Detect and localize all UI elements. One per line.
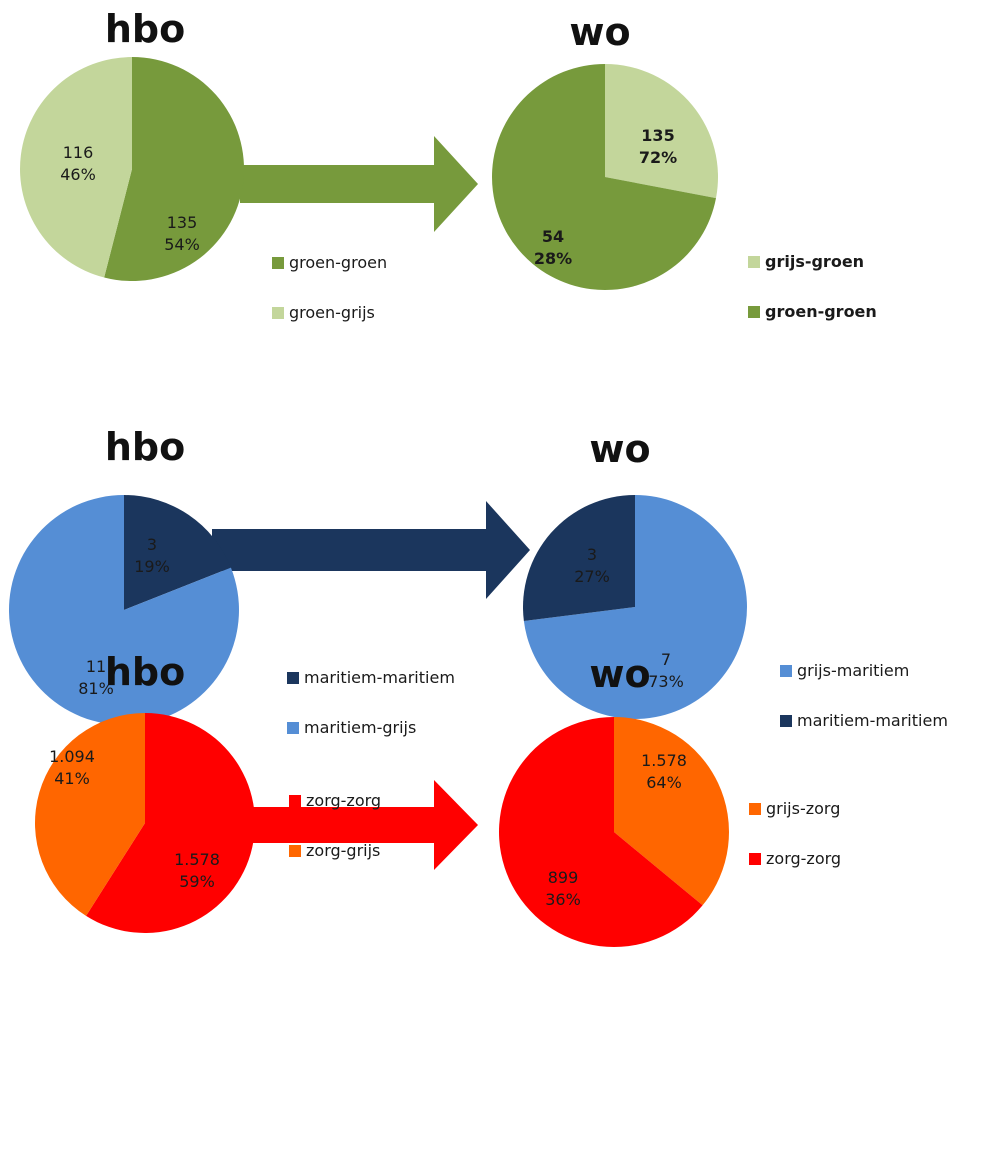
pie-slice-maritiem-maritiem bbox=[522, 495, 635, 622]
legend-swatch bbox=[289, 845, 301, 857]
legend-entry: groen-grijs bbox=[289, 303, 375, 322]
slice-count-label: 7 bbox=[661, 650, 671, 669]
legend-swatch bbox=[748, 306, 760, 318]
legend-swatch bbox=[287, 722, 299, 734]
legend-entry: maritiem-maritiem bbox=[797, 711, 948, 730]
pie-chart-zorg-hbo: hbo 1.578 59% 1.094 41% zorg-zorg zorg-grijs bbox=[34, 650, 381, 934]
legend-entry: zorg-zorg bbox=[766, 849, 841, 868]
chart-title: hbo bbox=[105, 7, 185, 51]
legend-entry: zorg-zorg bbox=[306, 791, 381, 810]
slice-count-label: 1.578 bbox=[641, 751, 687, 770]
legend-entry: grijs-groen bbox=[765, 252, 864, 271]
pie-slice-maritiem-maritiem bbox=[124, 495, 231, 610]
pie-slice-grijs-zorg bbox=[614, 717, 729, 906]
slice-percent-label: 81% bbox=[78, 679, 114, 698]
slice-percent-label: 54% bbox=[164, 235, 200, 254]
slice-count-label: 1.094 bbox=[49, 747, 95, 766]
arrow-groen bbox=[240, 136, 478, 232]
legend-swatch bbox=[287, 672, 299, 684]
legend-swatch bbox=[780, 665, 792, 677]
pie-slice-grijs-groen bbox=[605, 64, 719, 199]
slice-percent-label: 41% bbox=[54, 769, 90, 788]
legend-entry: groen-groen bbox=[289, 253, 387, 272]
slice-count-label: 3 bbox=[587, 545, 597, 564]
pie-slice-zorg-zorg bbox=[498, 717, 703, 947]
pie-chart-maritiem-wo: wo 7 73% 3 27% grijs-maritiem maritiem-maritie… bbox=[522, 427, 948, 730]
chart-title: wo bbox=[589, 652, 650, 696]
pie-chart-groen-hbo: hbo 135 54% 116 46% groen-groen groen-grijs bbox=[20, 7, 387, 322]
slice-percent-label: 73% bbox=[648, 672, 684, 691]
slice-percent-label: 64% bbox=[646, 773, 682, 792]
legend-swatch bbox=[272, 307, 284, 319]
slice-percent-label: 46% bbox=[60, 165, 96, 184]
legend-swatch bbox=[272, 257, 284, 269]
pie-slice-groen-groen bbox=[492, 64, 716, 290]
slice-count-label: 54 bbox=[542, 227, 564, 246]
chart-title: hbo bbox=[105, 650, 185, 694]
slice-count-label: 899 bbox=[548, 868, 579, 887]
legend-swatch bbox=[780, 715, 792, 727]
legend-entry: groen-groen bbox=[765, 302, 877, 321]
legend-swatch bbox=[749, 803, 761, 815]
slice-percent-label: 36% bbox=[545, 890, 581, 909]
legend-entry: maritiem-grijs bbox=[304, 718, 416, 737]
slice-percent-label: 28% bbox=[534, 249, 572, 268]
legend-swatch bbox=[749, 853, 761, 865]
chart-title: hbo bbox=[105, 425, 185, 469]
slice-percent-label: 59% bbox=[179, 872, 215, 891]
slice-count-label: 1.578 bbox=[174, 850, 220, 869]
chart-title: wo bbox=[569, 10, 630, 54]
pie-slice-grijs-maritiem bbox=[523, 495, 747, 719]
slice-count-label: 116 bbox=[63, 143, 94, 162]
pie-chart-maritiem-hbo: hbo 3 19% 11 81% maritiem-maritiem maritiem-gr… bbox=[8, 425, 455, 737]
legend-entry: grijs-zorg bbox=[766, 799, 840, 818]
slice-percent-label: 27% bbox=[574, 567, 610, 586]
chart-title: wo bbox=[589, 427, 650, 471]
arrow-zorg bbox=[250, 780, 478, 870]
slice-count-label: 135 bbox=[167, 213, 198, 232]
legend-swatch bbox=[289, 795, 301, 807]
pie-chart-groen-wo: wo 54 28% 135 72% grijs-groen groen-groen bbox=[492, 10, 877, 321]
slice-percent-label: 72% bbox=[639, 148, 677, 167]
pie-slice-zorg-zorg bbox=[86, 713, 255, 934]
slice-percent-label: 19% bbox=[134, 557, 170, 576]
pie-chart-zorg-wo: wo 899 36% 1.578 64% grijs-zorg zorg-zorg bbox=[498, 652, 841, 947]
pie-slice-groen-groen bbox=[104, 57, 245, 281]
arrow-maritiem bbox=[212, 501, 530, 599]
legend-entry: zorg-grijs bbox=[306, 841, 380, 860]
legend-entry: maritiem-maritiem bbox=[304, 668, 455, 687]
slice-count-label: 11 bbox=[86, 657, 106, 676]
legend-entry: grijs-maritiem bbox=[797, 661, 909, 680]
pie-slice-groen-grijs bbox=[20, 57, 133, 278]
legend-swatch bbox=[748, 256, 760, 268]
slice-count-label: 3 bbox=[147, 535, 157, 554]
pie-slice-maritiem-grijs bbox=[8, 495, 239, 725]
pie-slice-zorg-grijs bbox=[34, 713, 146, 916]
slice-count-label: 135 bbox=[641, 126, 674, 145]
